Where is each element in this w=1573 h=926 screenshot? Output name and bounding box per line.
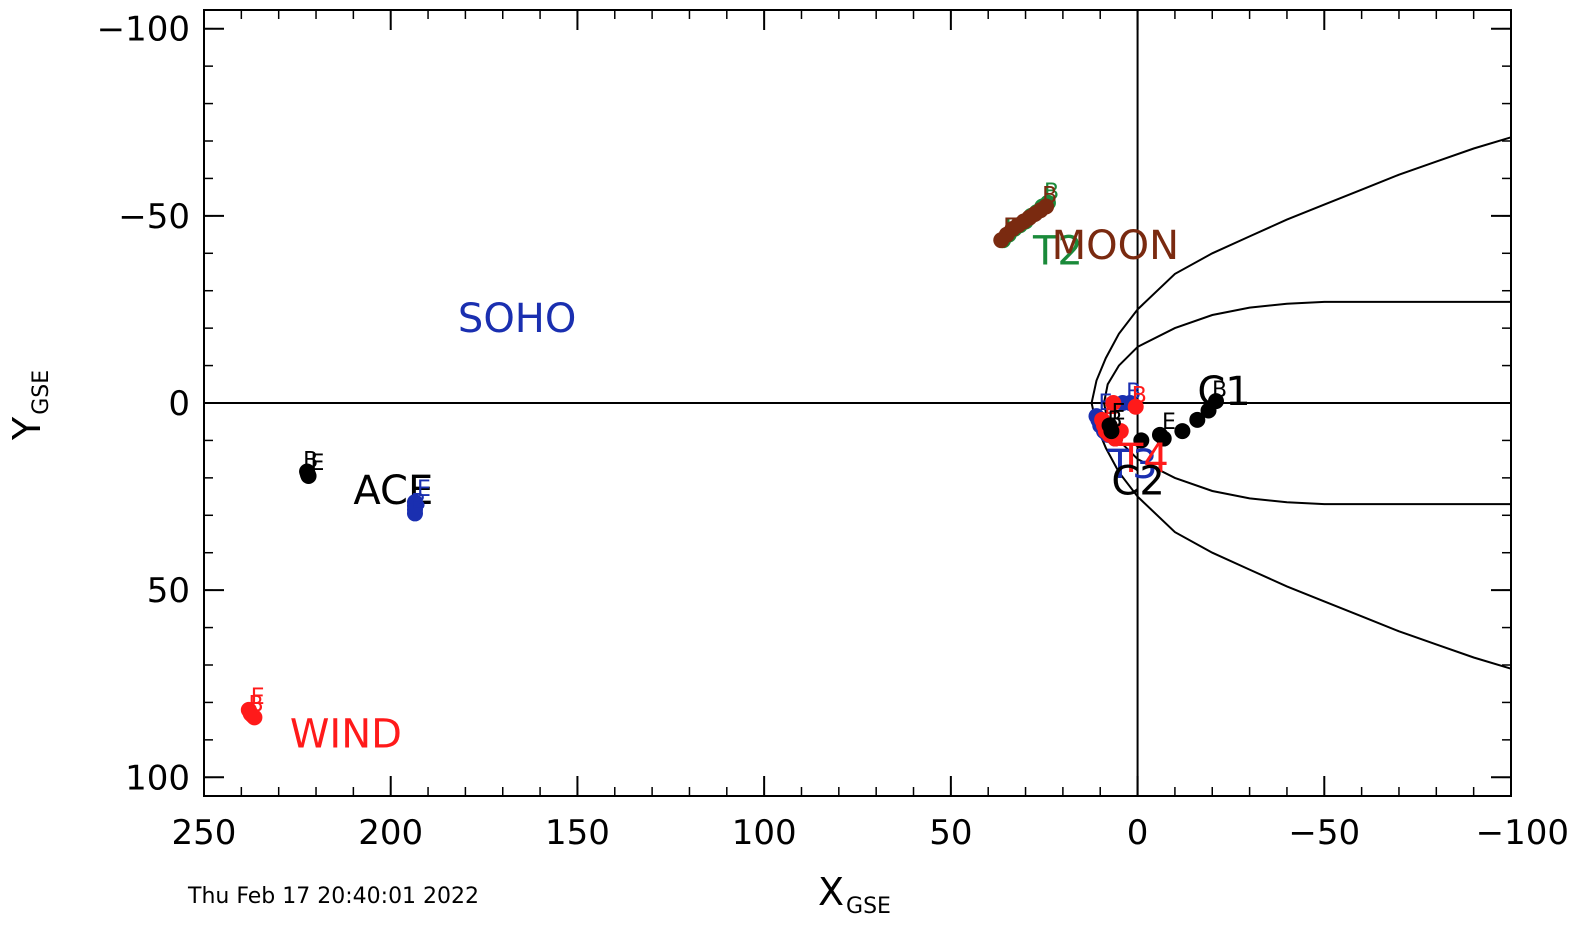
track-point [1103,423,1120,440]
end-marker: E [1104,395,1118,420]
track-point [1038,198,1055,215]
begin-marker: B [249,693,264,718]
begin-marker: B [1044,180,1059,205]
track-point [1174,423,1191,440]
bow-shock-curve [1090,136,1512,670]
x-tick-label: 50 [929,813,972,853]
spacecraft-label: WIND [290,711,402,757]
spacecraft-label: T2 [1032,229,1083,275]
spacecraft-label: SOHO [458,296,576,342]
spacecraft-c2: BE C2 [1101,400,1165,505]
end-marker: E [417,477,431,502]
track-point [244,707,261,724]
track-point [1133,432,1150,449]
spacecraft-tracks: BEACEBESOHOBEWINDBET2BEMOONBEC1BET3BET4B… [240,180,1251,757]
begin-marker: B [1126,380,1141,405]
timestamp: Thu Feb 17 20:40:01 2022 [187,884,479,909]
y-axis-title: YGSE [5,370,54,441]
x-tick-label: 200 [358,813,423,853]
track-point [1207,393,1224,410]
boundaries [1090,136,1512,670]
track-point [299,463,316,480]
begin-marker: B [303,448,318,473]
x-tick-label: 150 [545,813,610,853]
x-axis-title: XGSE [818,870,891,919]
spacecraft-soho: BE SOHO [406,296,576,522]
axis-ticks: 250 200 150 100 50 0 −50 −100 −100 −50 0 50 100 [97,10,1569,853]
end-marker: E [1112,400,1126,425]
end-marker: E [311,451,325,476]
begin-marker: B [1132,384,1147,409]
begin-marker: B [1212,378,1227,403]
y-axis-title-sub: GSE [29,370,54,415]
magnetopause-curve [1102,300,1511,506]
y-tick-label: −100 [97,10,190,50]
end-marker: E [251,685,265,710]
spacecraft-moon: BE MOON [993,184,1179,269]
track-point [1127,398,1144,415]
x-tick-label: 0 [1127,813,1149,853]
end-marker: E [1003,215,1017,240]
x-axis-title-sub: GSE [846,894,891,919]
begin-marker: B [1042,184,1057,209]
x-tick-label: 250 [172,813,237,853]
x-axis-title-main: X [818,870,844,914]
spacecraft-label: C1 [1197,369,1250,415]
spacecraft-label: C2 [1111,459,1164,505]
spacecraft-label: MOON [1052,223,1179,269]
y-tick-label: 0 [168,384,190,424]
spacecraft-wind: BE WIND [240,685,402,757]
track-point [1105,395,1122,411]
y-tick-label: −50 [118,197,190,237]
x-tick-label: 100 [732,813,797,853]
spacecraft-label: T4 [1118,436,1169,482]
track-point [1189,411,1206,428]
x-tick-label: −50 [1288,813,1360,853]
end-marker: E [1162,410,1176,435]
y-tick-label: 100 [125,758,190,798]
y-axis-title-main: Y [5,416,49,441]
begin-marker: B [411,490,426,515]
spacecraft-label: T3 [1107,442,1158,488]
y-tick-label: 50 [147,571,190,611]
begin-marker: B [1107,408,1122,433]
x-tick-label: −100 [1476,813,1569,853]
plot-frame [203,9,1512,797]
track-point [1155,430,1172,447]
track-point [406,505,423,522]
